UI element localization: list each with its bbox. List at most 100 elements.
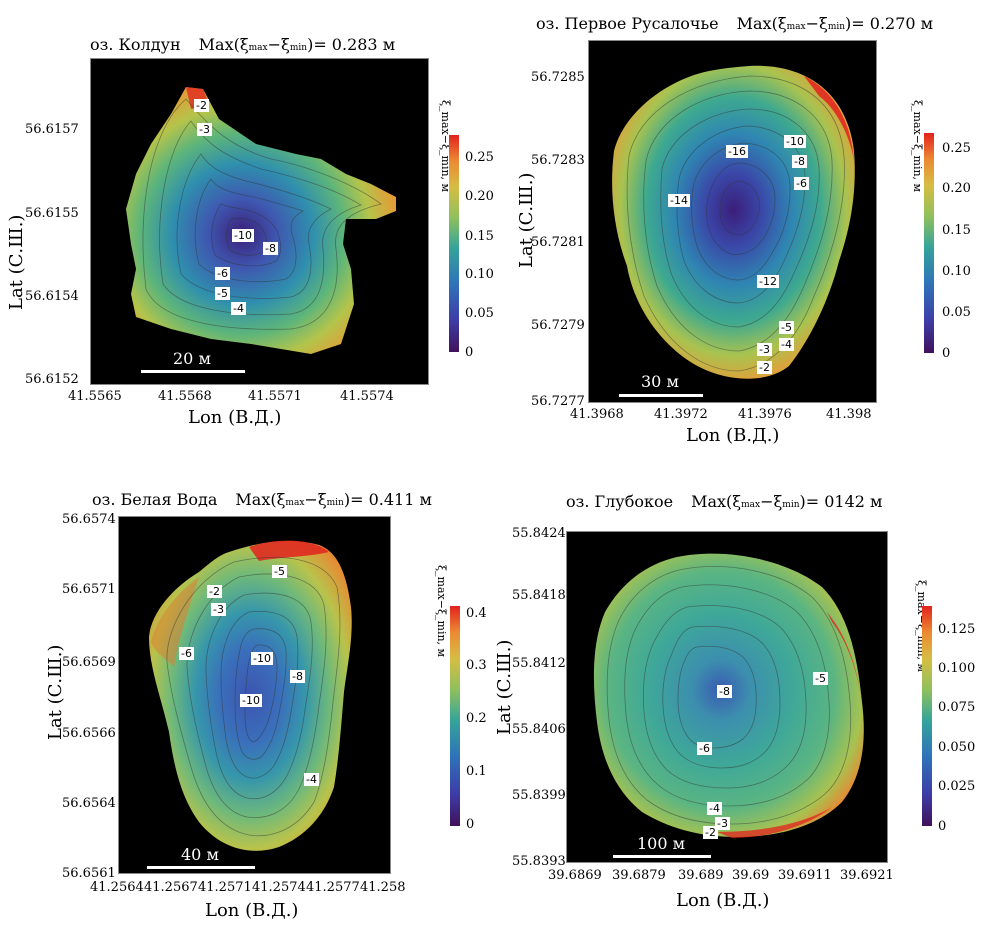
x-tick: 39.6911 bbox=[778, 868, 832, 883]
x-tick: 39.6879 bbox=[612, 868, 666, 883]
contour-lines bbox=[606, 566, 852, 825]
contour-label: -3 bbox=[211, 603, 226, 616]
lake-name: оз. Колдун bbox=[90, 35, 181, 54]
contour-label: -6 bbox=[697, 742, 712, 755]
y-tick: 55.8406 bbox=[512, 722, 566, 737]
x-tick: 39.689 bbox=[678, 868, 724, 883]
colorbar-tick: 0.025 bbox=[938, 779, 976, 794]
contour-label: -10 bbox=[784, 135, 806, 148]
contour-lines bbox=[142, 98, 382, 330]
contour-label: -10 bbox=[232, 229, 254, 242]
contour-label: -2 bbox=[194, 99, 209, 112]
chart-title: оз. Колдун Max(ξmax−ξmin)= 0.283 м bbox=[90, 35, 396, 54]
y-tick: 56.7279 bbox=[531, 318, 585, 333]
heatmap-plot: -5 -2 -3 -6 -10 -8 -10 -4 40 м bbox=[118, 516, 391, 874]
y-tick: 56.6561 bbox=[62, 866, 116, 881]
title-value: = 0142 м bbox=[805, 492, 883, 511]
y-tick: 55.8399 bbox=[512, 788, 566, 803]
title-prefix: Max(ξ bbox=[736, 14, 787, 33]
scale-bar bbox=[613, 855, 711, 858]
contour-label: -12 bbox=[757, 275, 779, 288]
scale-bar bbox=[619, 394, 703, 397]
contour-label: -6 bbox=[215, 267, 230, 280]
x-tick: 39.6869 bbox=[548, 868, 602, 883]
colorbar-tick: 0.10 bbox=[942, 264, 971, 279]
title-prefix: Max(ξ bbox=[198, 35, 249, 54]
x-tick: 41.3976 bbox=[738, 407, 792, 422]
y-axis-label: Lat (С.Ш.) bbox=[494, 639, 515, 735]
contour-lines bbox=[166, 556, 341, 837]
contour-label: -3 bbox=[757, 343, 772, 356]
colorbar-tick: 0.15 bbox=[465, 229, 494, 244]
x-tick: 41.5574 bbox=[340, 389, 394, 404]
scale-bar-label: 100 м bbox=[637, 834, 686, 853]
y-tick: 56.7283 bbox=[531, 153, 585, 168]
contour-label: -4 bbox=[231, 302, 246, 315]
scale-bar-label: 20 м bbox=[173, 349, 211, 368]
x-axis-label: Lon (В.Д.) bbox=[686, 425, 780, 446]
heatmap-svg bbox=[589, 41, 876, 402]
contour-label: -4 bbox=[304, 773, 319, 786]
colorbar-tick: 0.25 bbox=[465, 150, 494, 165]
lake-name: оз. Глубокое bbox=[566, 492, 674, 511]
contour-label: -10 bbox=[251, 652, 273, 665]
contour-label: -8 bbox=[717, 685, 732, 698]
lake-name: оз. Белая Вода bbox=[92, 490, 218, 509]
title-prefix: Max(ξ bbox=[235, 490, 286, 509]
scale-bar bbox=[147, 866, 255, 869]
x-tick: 41.398 bbox=[826, 407, 872, 422]
y-tick: 55.8393 bbox=[512, 854, 566, 869]
colorbar-tick: 0.20 bbox=[465, 189, 494, 204]
contour-label: -5 bbox=[779, 321, 794, 334]
contour-label: -2 bbox=[703, 826, 718, 839]
x-tick: 41.5568 bbox=[158, 389, 212, 404]
x-tick: 41.2567 bbox=[144, 880, 198, 895]
x-tick: 41.5565 bbox=[68, 389, 122, 404]
colorbar-tick: 0 bbox=[942, 346, 951, 361]
lake-shape bbox=[126, 87, 396, 354]
x-tick: 41.3972 bbox=[654, 407, 708, 422]
contour-label: -4 bbox=[707, 802, 722, 815]
chart-title: оз. Белая Вода Max(ξmax−ξmin)= 0.411 м bbox=[92, 490, 432, 509]
x-tick: 41.2564 bbox=[90, 880, 144, 895]
colorbar-tick: 0.15 bbox=[942, 223, 971, 238]
y-tick: 56.7285 bbox=[531, 70, 585, 85]
lake-name: оз. Первое Русалочье bbox=[536, 14, 719, 33]
title-value: = 0.411 м bbox=[350, 490, 432, 509]
x-tick: 41.2571 bbox=[198, 880, 252, 895]
x-axis-label: Lon (В.Д.) bbox=[205, 900, 299, 921]
contour-label: -4 bbox=[779, 338, 794, 351]
colorbar-tick: 0 bbox=[465, 345, 474, 360]
x-tick: 41.3968 bbox=[570, 407, 624, 422]
y-tick: 56.7281 bbox=[531, 235, 585, 250]
contour-label: -10 bbox=[240, 694, 262, 707]
y-axis-label: Lat (С.Ш.) bbox=[45, 644, 66, 740]
heatmap-svg bbox=[119, 517, 390, 873]
y-tick: 56.6569 bbox=[62, 655, 116, 670]
colorbar bbox=[449, 135, 459, 352]
colorbar-tick: 0.125 bbox=[938, 622, 976, 637]
colorbar-tick: 0 bbox=[466, 817, 475, 832]
colorbar-tick: 0.1 bbox=[466, 764, 487, 779]
colorbar bbox=[922, 606, 932, 826]
y-tick: 56.7277 bbox=[531, 394, 585, 409]
colorbar-tick: 0.25 bbox=[942, 141, 971, 156]
colorbar-tick: 0.4 bbox=[466, 606, 487, 621]
contour-label: -3 bbox=[197, 123, 212, 136]
heatmap-plot: -10 -16 -8 -6 -14 -12 -5 -4 -3 -2 30 м bbox=[588, 40, 877, 403]
y-tick: 56.6566 bbox=[62, 726, 116, 741]
contour-label: -16 bbox=[726, 145, 748, 158]
title-value: = 0.283 м bbox=[313, 35, 396, 54]
y-tick: 55.8418 bbox=[512, 588, 566, 603]
contour-label: -8 bbox=[263, 242, 278, 255]
x-tick: 41.258 bbox=[360, 880, 406, 895]
y-tick: 56.6155 bbox=[25, 206, 79, 221]
max-region bbox=[249, 540, 329, 561]
contour-label: -2 bbox=[757, 361, 772, 374]
colorbar-tick: 0.20 bbox=[942, 181, 971, 196]
colorbar-tick: 0.075 bbox=[938, 700, 976, 715]
x-tick: 39.69 bbox=[732, 868, 770, 883]
y-tick: 55.8424 bbox=[512, 526, 566, 541]
chart-title: оз. Глубокое Max(ξmax−ξmin)= 0142 м bbox=[566, 492, 883, 511]
colorbar-tick: 0.10 bbox=[465, 267, 494, 282]
